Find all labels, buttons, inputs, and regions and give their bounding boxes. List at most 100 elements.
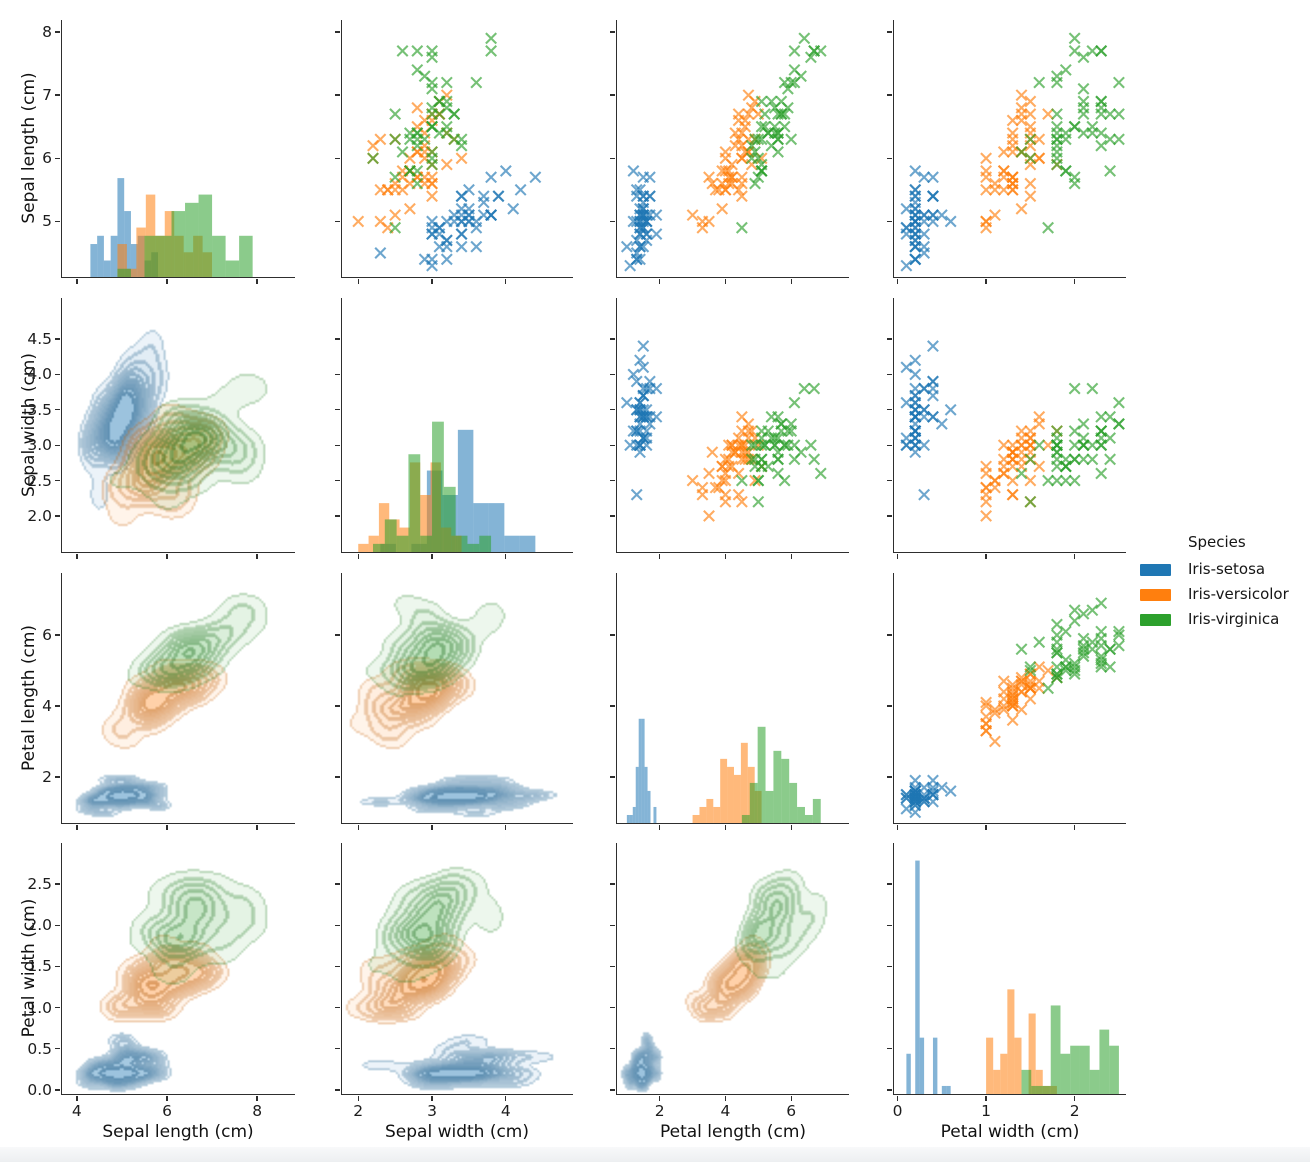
x-tick-mark <box>357 553 359 559</box>
y-tick-mark <box>55 444 61 446</box>
y-tick-mark <box>887 965 893 968</box>
y-tick-mark <box>887 515 893 517</box>
y-tick-mark <box>55 515 61 517</box>
y-tick-mark <box>887 94 893 96</box>
y-tick-label: 4.5 <box>27 330 52 349</box>
y-tick-mark <box>610 883 616 885</box>
x-tick-label: 2 <box>353 1102 364 1120</box>
legend-entry-virginica: Iris-virginica <box>1140 612 1289 627</box>
y-tick-mark <box>335 705 341 707</box>
bottom-spine <box>340 552 573 554</box>
x-tick-mark <box>985 824 987 830</box>
kde-canvas <box>617 843 849 1094</box>
y-tick-mark <box>55 776 61 778</box>
x-tick-mark <box>724 824 727 830</box>
bottom-spine <box>340 823 573 825</box>
legend-label-virginica: Iris-virginica <box>1188 610 1280 628</box>
y-axis-label-sepal-length: Sepal length (cm) <box>19 72 39 224</box>
x-tick-mark <box>790 553 792 559</box>
x-tick-mark <box>357 1095 359 1101</box>
y-tick-label: 3.5 <box>27 400 52 419</box>
subplot-kde-r3c2 <box>335 573 573 830</box>
subplot-scatter-r1c3 <box>610 20 849 284</box>
x-tick-mark <box>256 1095 258 1101</box>
x-tick-mark <box>985 278 987 284</box>
left-spine <box>60 20 62 279</box>
y-tick-label: 6 <box>42 149 52 168</box>
y-tick-mark <box>335 883 341 885</box>
left-spine <box>340 573 342 825</box>
x-tick-label: 2 <box>1069 1102 1080 1120</box>
y-tick-label: 2.5 <box>27 875 52 894</box>
subplot-kde-r4c1: 4 6 8 0.0 0.5 1.0 1.5 2.0 2.5 <box>27 843 295 1120</box>
y-tick-mark <box>887 479 893 482</box>
y-tick-mark <box>335 965 341 968</box>
x-tick-mark <box>357 278 359 284</box>
x-axis-label-sepal-length: Sepal length (cm) <box>102 1122 254 1142</box>
subplot-hist-r3c3 <box>610 573 849 830</box>
y-tick-mark <box>610 965 616 968</box>
left-spine <box>615 20 617 279</box>
x-tick-mark <box>431 824 433 830</box>
y-tick-mark <box>55 883 61 885</box>
left-spine <box>615 298 617 554</box>
y-tick-mark <box>335 776 341 778</box>
y-tick-label: 1.5 <box>27 957 52 976</box>
x-tick-mark <box>896 553 899 559</box>
y-tick-label: 0.0 <box>27 1080 52 1099</box>
y-axis-label-petal-length: Petal length (cm) <box>19 624 39 772</box>
x-axis-label-petal-width: Petal width (cm) <box>940 1122 1080 1142</box>
x-tick-label: 4 <box>71 1102 82 1120</box>
bottom-spine <box>340 277 573 279</box>
y-tick-label: 0.5 <box>27 1039 52 1058</box>
x-tick-mark <box>896 824 899 830</box>
x-tick-mark <box>659 824 661 830</box>
bottom-spine <box>615 823 849 825</box>
y-tick-mark <box>335 1006 341 1009</box>
x-tick-mark <box>985 1095 987 1101</box>
x-tick-mark <box>76 824 78 830</box>
y-tick-mark <box>55 1048 61 1050</box>
y-tick-mark <box>610 776 616 778</box>
subplot-kde-r4c3: 2 4 6 <box>610 843 849 1120</box>
left-spine <box>615 573 617 825</box>
x-tick-mark <box>790 1095 792 1101</box>
x-tick-mark <box>724 1095 727 1101</box>
x-tick-mark <box>896 278 899 284</box>
y-tick-label: 3.0 <box>27 436 52 455</box>
x-tick-mark <box>256 824 258 830</box>
y-tick-label: 2.5 <box>27 471 52 490</box>
y-tick-mark <box>887 220 893 223</box>
bottom-spine <box>340 1094 573 1096</box>
x-tick-mark <box>1073 278 1076 284</box>
y-tick-label: 2.0 <box>27 916 52 935</box>
left-spine <box>340 298 342 554</box>
x-tick-mark <box>724 553 727 559</box>
y-tick-mark <box>610 31 616 33</box>
x-tick-mark <box>431 278 433 284</box>
y-tick-mark <box>55 409 61 411</box>
x-tick-mark <box>505 824 507 830</box>
y-tick-label: 7 <box>42 86 52 105</box>
y-tick-mark <box>887 409 893 411</box>
x-tick-mark <box>166 1095 168 1101</box>
y-tick-mark <box>55 1089 61 1091</box>
scatter-canvas <box>617 20 849 277</box>
y-tick-mark <box>55 705 61 707</box>
x-tick-label: 8 <box>252 1102 263 1120</box>
x-tick-mark <box>505 1095 507 1101</box>
y-tick-mark <box>887 373 893 376</box>
left-spine <box>892 573 894 825</box>
y-tick-mark <box>55 94 61 96</box>
x-tick-mark <box>166 553 168 559</box>
y-tick-mark <box>335 94 341 96</box>
kde-canvas <box>62 843 295 1094</box>
y-tick-label: 6 <box>42 626 52 645</box>
y-tick-mark <box>610 157 616 159</box>
bottom-spine <box>892 1094 1126 1096</box>
y-tick-mark <box>610 705 616 707</box>
x-tick-mark <box>985 553 987 559</box>
y-tick-mark <box>55 965 61 968</box>
y-tick-mark <box>335 409 341 411</box>
